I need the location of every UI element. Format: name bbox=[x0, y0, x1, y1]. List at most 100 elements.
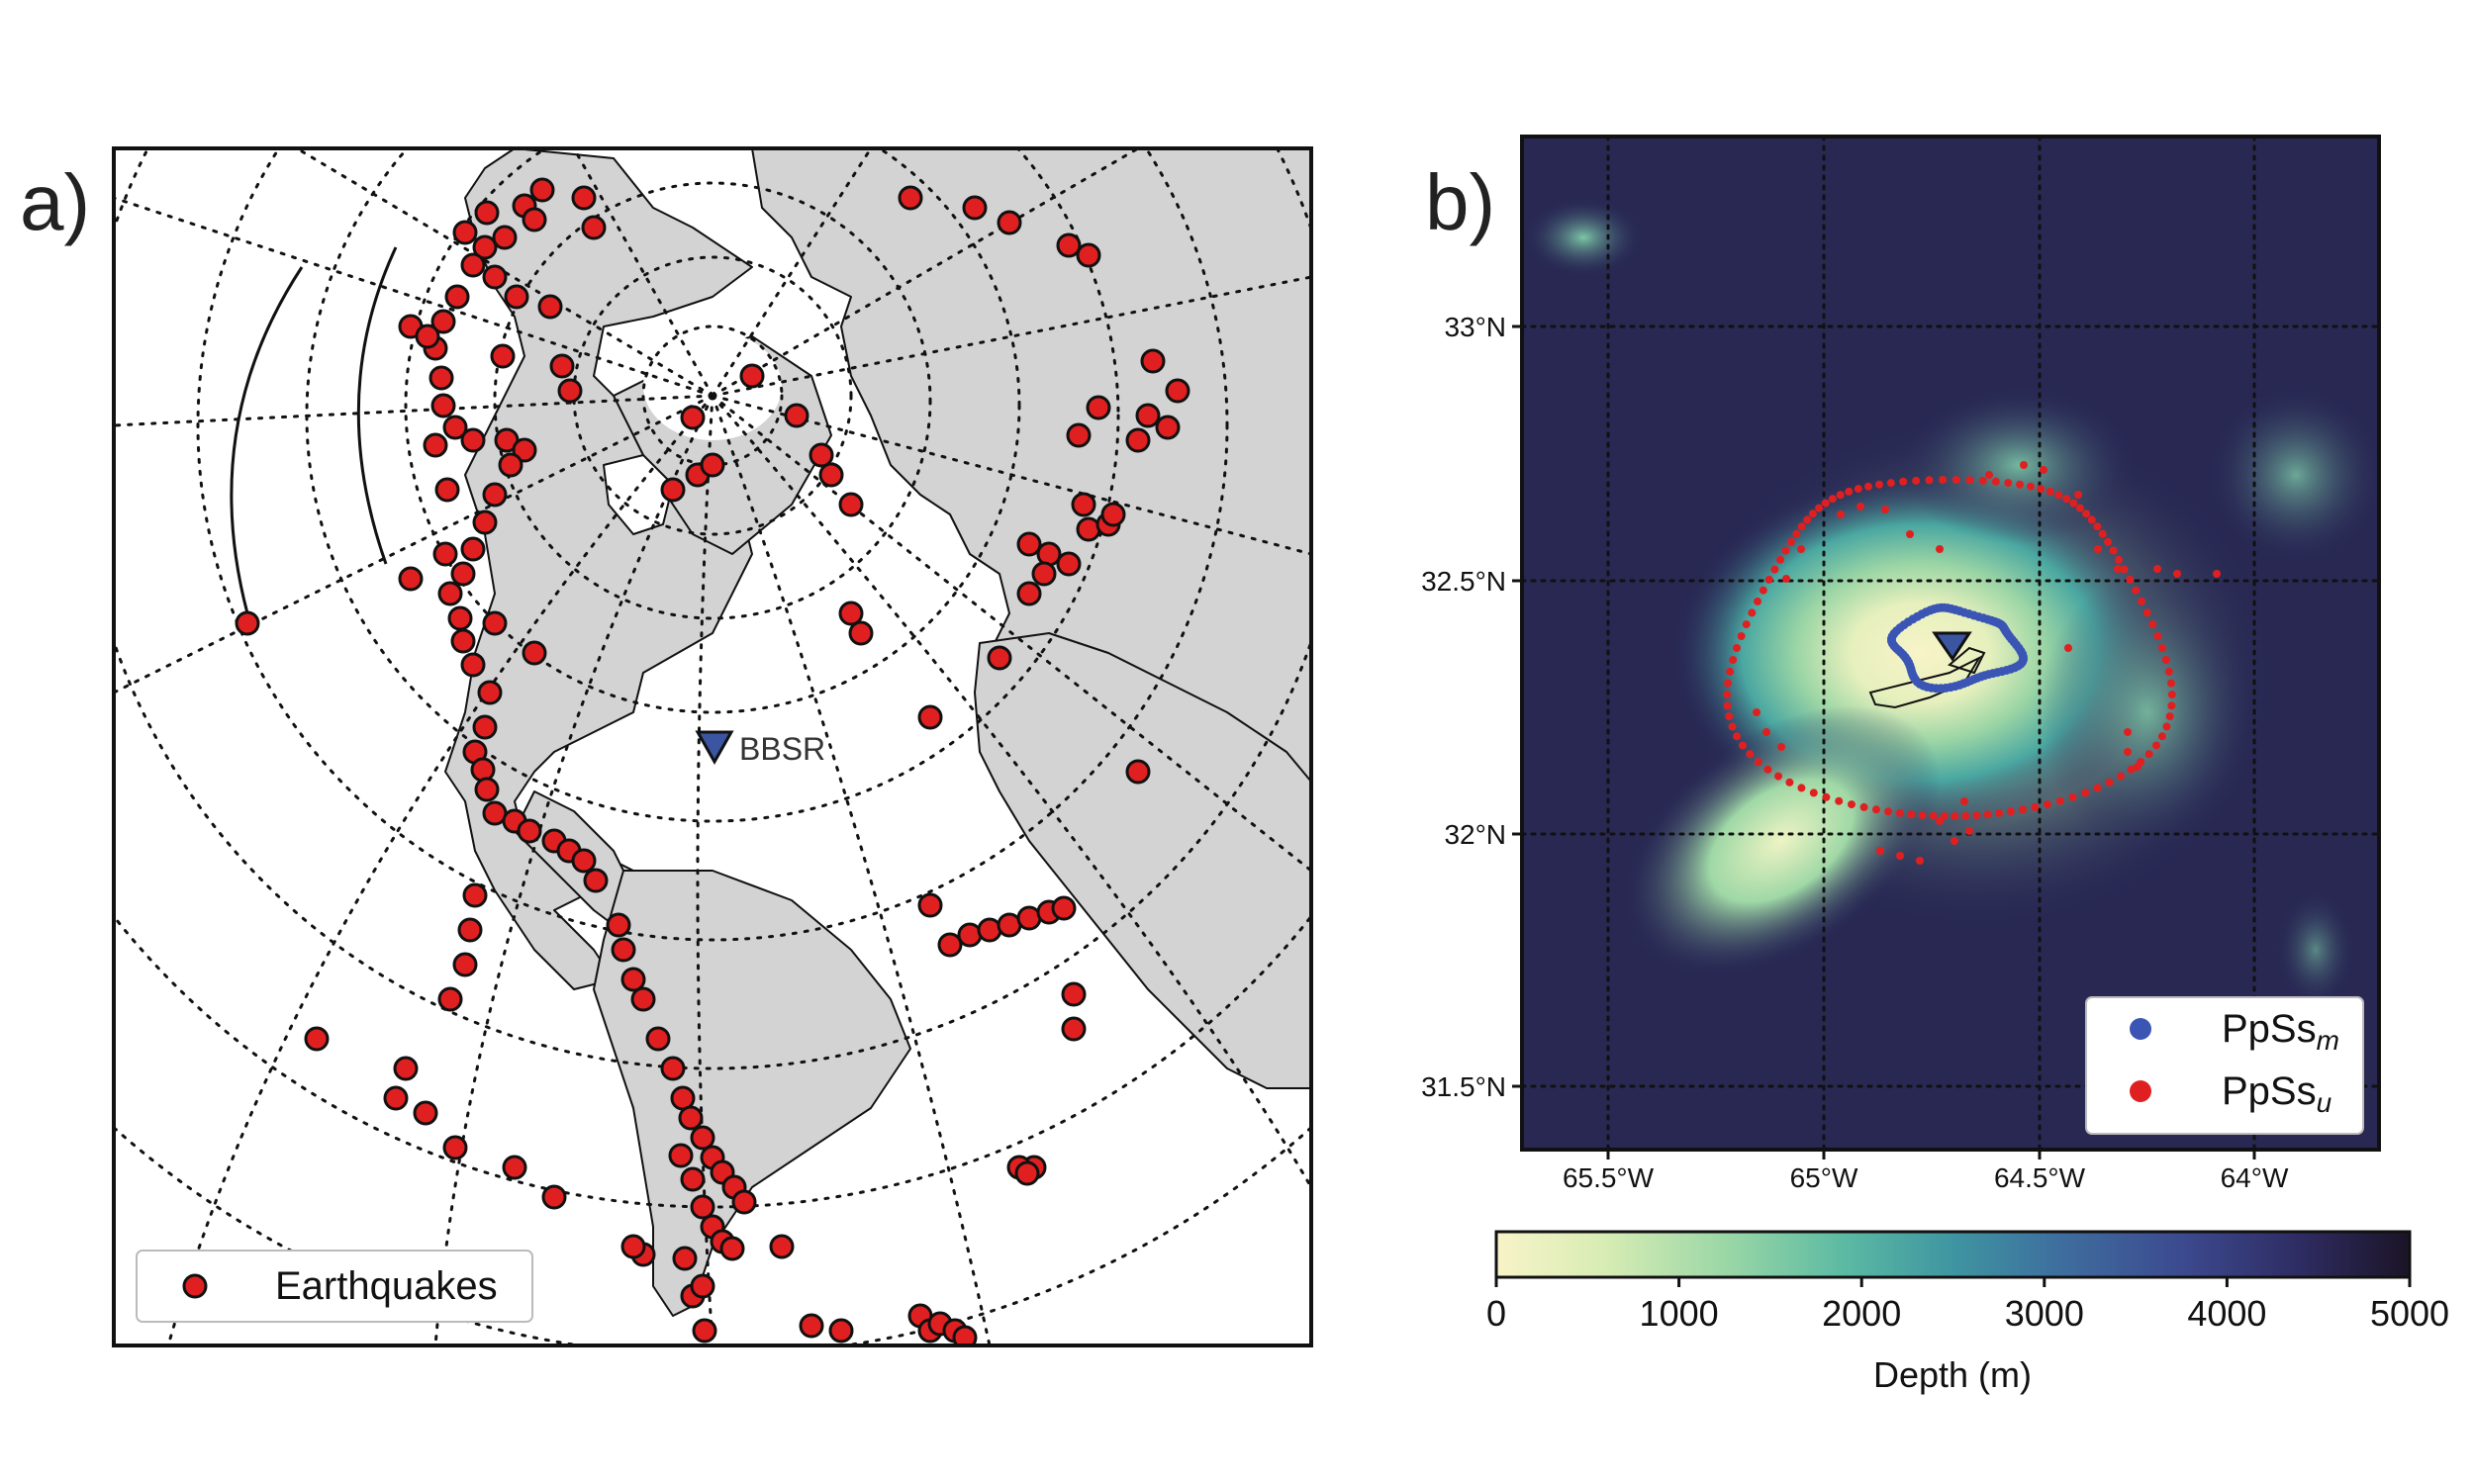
earthquake-marker bbox=[977, 917, 1002, 943]
ppss-u-point bbox=[1737, 632, 1746, 640]
earthquake-marker bbox=[498, 452, 523, 478]
colorbar: 0 1000 2000 3000 4000 5000 Depth (m) bbox=[1486, 1230, 2449, 1395]
ppss-u-point bbox=[2127, 765, 2136, 774]
ppss-u-point bbox=[1797, 784, 1806, 792]
earthquake-marker bbox=[434, 477, 460, 503]
ppss-u-point bbox=[2068, 792, 2077, 801]
ppss-u-point bbox=[1835, 796, 1844, 805]
earthquake-marker bbox=[1135, 403, 1161, 428]
colorbar-tick-label: 2000 bbox=[1822, 1293, 1901, 1334]
ppss-u-point bbox=[1995, 808, 2004, 817]
earthquake-marker bbox=[522, 207, 547, 232]
legend-earthquakes-label: Earthquakes bbox=[275, 1264, 498, 1308]
ppss-u-point bbox=[1985, 471, 1993, 479]
africa bbox=[974, 632, 1311, 1089]
earthquake-marker bbox=[630, 986, 656, 1012]
earthquake-marker bbox=[739, 363, 765, 389]
earthquake-marker bbox=[731, 1189, 757, 1215]
ppss-u-point bbox=[1836, 491, 1845, 500]
ppss-u-point bbox=[1876, 847, 1884, 855]
ppss-u-point bbox=[2167, 701, 2176, 710]
lon-tick-65-5: 65.5°W bbox=[1563, 1162, 1655, 1193]
ppss-u-point bbox=[2093, 522, 2102, 531]
ppss-u-point bbox=[1881, 506, 1889, 513]
earthquake-marker bbox=[450, 561, 476, 587]
panel-b-legend: PpSsm PpSsu bbox=[2085, 996, 2364, 1135]
earthquake-marker bbox=[987, 645, 1012, 671]
colorbar-tick-label: 4000 bbox=[2187, 1293, 2266, 1334]
ppss-u-point bbox=[2069, 499, 2078, 508]
ppss-u-point bbox=[1837, 510, 1845, 518]
earthquake-marker bbox=[818, 462, 844, 488]
ppss-u-point bbox=[1848, 800, 1856, 809]
ppss-u-point bbox=[1828, 495, 1837, 504]
earthquake-markers bbox=[235, 177, 1190, 1345]
earthquake-marker bbox=[472, 234, 498, 260]
earthquake-marker bbox=[423, 432, 448, 458]
ppss-u-point bbox=[1884, 807, 1893, 816]
earthquake-marker bbox=[482, 482, 508, 508]
earthquake-marker bbox=[1061, 1016, 1087, 1042]
ppss-u-point bbox=[1859, 802, 1868, 811]
earthquake-marker bbox=[1051, 895, 1077, 921]
earthquake-marker bbox=[952, 1325, 978, 1345]
earthquake-marker bbox=[474, 777, 500, 802]
ppss-u-point bbox=[2037, 485, 2046, 494]
earthquake-marker bbox=[557, 378, 583, 404]
ppss-u-point bbox=[2104, 537, 2113, 546]
earthquake-marker bbox=[470, 757, 496, 783]
earthquake-marker bbox=[571, 848, 597, 874]
earthquake-marker bbox=[917, 704, 943, 730]
ppss-u-point bbox=[1864, 482, 1872, 491]
earthquake-marker bbox=[477, 680, 503, 705]
ppss-u-point bbox=[1822, 792, 1831, 801]
ppss-u-point bbox=[2074, 491, 2082, 499]
earthquake-marker bbox=[442, 1135, 468, 1160]
ppss-u-point bbox=[1762, 728, 1770, 736]
ppss-u-point bbox=[2054, 491, 2063, 500]
earthquake-marker bbox=[393, 1056, 419, 1081]
ppss-u-point bbox=[2004, 479, 2013, 488]
earthquake-marker bbox=[430, 309, 456, 334]
ppss-u-point bbox=[1803, 515, 1812, 524]
earthquake-marker bbox=[1036, 541, 1062, 567]
ppss-u-point bbox=[1786, 537, 1795, 546]
earthquake-marker bbox=[437, 581, 463, 606]
ppss-u-point bbox=[2064, 644, 2072, 652]
ppss-u-point bbox=[1896, 852, 1904, 860]
ppss-u-point bbox=[1808, 510, 1817, 518]
earthquake-marker bbox=[848, 620, 874, 646]
earthquake-marker bbox=[1086, 395, 1111, 420]
ppss-u-point bbox=[1936, 545, 1944, 553]
lon-tick-64: 64°W bbox=[2221, 1162, 2289, 1193]
ppss-u-point bbox=[1961, 811, 1970, 820]
ppss-u-point bbox=[1782, 575, 1790, 583]
ppss-u-point bbox=[1872, 805, 1880, 814]
ppss-u-point bbox=[2126, 575, 2135, 584]
ppss-u-point bbox=[2006, 807, 2015, 816]
colorbar-tick-label: 5000 bbox=[2370, 1293, 2449, 1334]
ppss-u-point bbox=[1729, 656, 1738, 664]
distance-arc-inner bbox=[356, 246, 398, 565]
panel-b-ticks bbox=[1512, 325, 2256, 1159]
ppss-u-point bbox=[1754, 758, 1762, 767]
earthquake-marker bbox=[529, 177, 555, 203]
station-label: BBSR bbox=[739, 731, 825, 767]
earthquake-marker bbox=[784, 403, 809, 428]
earthquake-marker bbox=[660, 1056, 686, 1081]
earthquake-marker bbox=[1061, 981, 1087, 1007]
earthquake-marker bbox=[537, 294, 563, 320]
ppss-u-point bbox=[1797, 545, 1805, 553]
earthquake-marker bbox=[678, 1105, 704, 1131]
earthquake-marker bbox=[460, 427, 486, 453]
ppss-u-point bbox=[1972, 811, 1981, 820]
earthquake-marker bbox=[620, 967, 646, 992]
ppss-u-point bbox=[1815, 504, 1824, 512]
ppss-m-points bbox=[1887, 603, 2028, 694]
ppss-u-point bbox=[2020, 461, 2028, 469]
legend-earthquake-marker bbox=[182, 1273, 208, 1299]
earthquake-marker bbox=[432, 541, 458, 567]
panel-b-frame bbox=[1520, 135, 2381, 1152]
earthquake-marker bbox=[719, 1236, 745, 1261]
station-marker bbox=[695, 730, 734, 766]
